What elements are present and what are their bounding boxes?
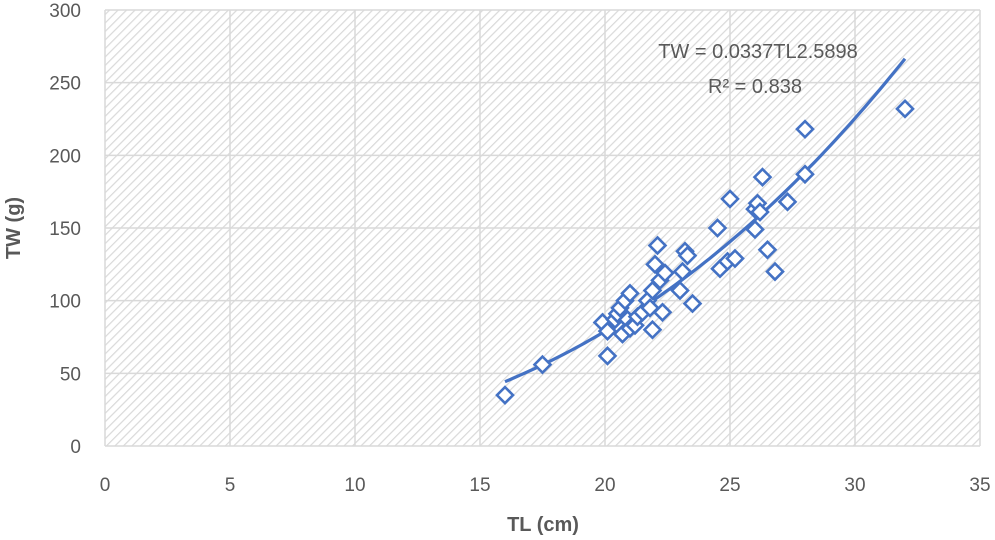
y-tick-label: 300	[49, 1, 81, 22]
data-point	[670, 280, 690, 301]
data-point	[597, 346, 618, 366]
data-point	[745, 219, 765, 240]
data-point	[532, 354, 553, 375]
x-axis-ticks: 0 5 10 15 20 25 30 35	[100, 475, 991, 496]
data-point	[677, 245, 698, 266]
data-point	[795, 164, 815, 185]
data-point	[725, 248, 745, 269]
data-point	[652, 302, 673, 323]
data-point	[895, 98, 915, 119]
trendline-equation: TW = 0.0337TL2.5898	[658, 41, 858, 63]
data-point	[620, 283, 640, 304]
data-points	[495, 98, 915, 405]
data-point	[707, 218, 728, 238]
y-axis-title: TW (g)	[3, 197, 25, 259]
data-point	[720, 189, 740, 209]
data-point	[757, 239, 778, 260]
data-point	[597, 321, 618, 342]
data-point	[682, 293, 703, 314]
r-squared-label: R² = 0.838	[708, 76, 802, 98]
y-tick-label: 50	[60, 364, 81, 385]
x-tick-label: 10	[344, 475, 365, 496]
data-point	[752, 167, 773, 187]
data-point	[655, 263, 675, 283]
x-tick-label: 30	[844, 475, 865, 496]
data-point	[750, 202, 770, 222]
x-tick-label: 20	[594, 475, 615, 496]
y-axis-ticks: 0 50 100 150 200 250 300	[49, 1, 81, 458]
x-tick-label: 0	[100, 475, 111, 496]
x-tick-label: 35	[969, 475, 990, 496]
data-point	[795, 119, 815, 140]
data-point	[495, 385, 515, 405]
y-tick-label: 0	[70, 437, 81, 458]
data-point	[777, 192, 798, 212]
data-point	[645, 254, 665, 275]
power-trendline	[504, 57, 907, 384]
y-tick-label: 100	[49, 292, 81, 313]
y-tick-label: 200	[49, 146, 81, 167]
x-tick-label: 15	[469, 475, 490, 496]
data-point	[765, 261, 785, 282]
x-tick-label: 5	[225, 475, 236, 496]
x-tick-label: 25	[719, 475, 740, 496]
x-axis-title: TL (cm)	[507, 514, 579, 536]
y-tick-label: 250	[49, 74, 81, 95]
y-tick-label: 150	[49, 219, 81, 240]
data-point	[672, 261, 693, 282]
data-point	[642, 319, 663, 340]
data-point	[647, 235, 668, 256]
